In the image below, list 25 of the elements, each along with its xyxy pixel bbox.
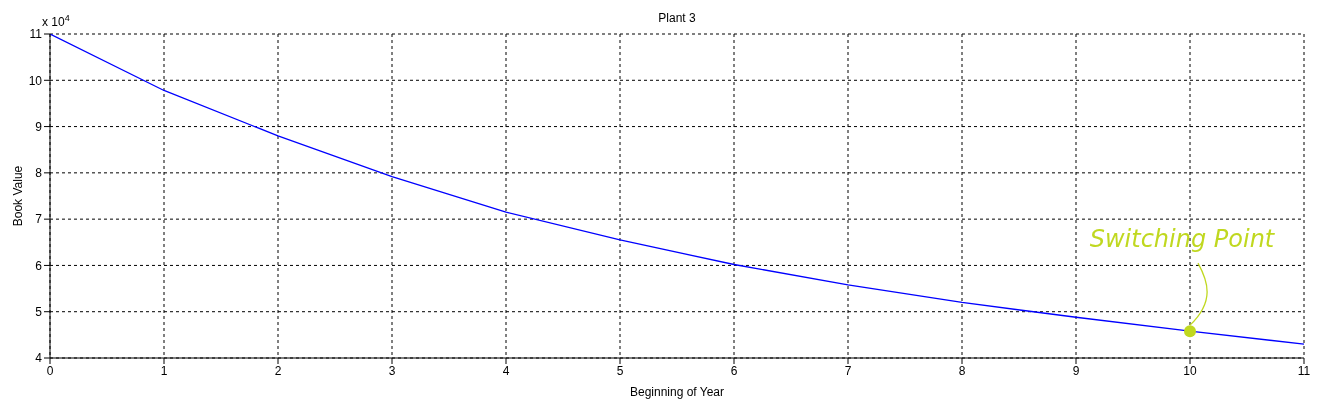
y-tick-label: 4 (35, 351, 43, 366)
y-tick-label: 11 (29, 27, 43, 42)
x-tick-label: 11 (1297, 363, 1311, 378)
x-tick-label: 2 (274, 363, 282, 378)
x-tick-label: 1 (160, 363, 168, 378)
x-tick-label: 8 (958, 363, 966, 378)
x-tick-label: 7 (844, 363, 852, 378)
x-tick-label: 4 (502, 363, 510, 378)
annotation: Switching Point (1089, 225, 1276, 254)
x-axis-title: Beginning of Year (629, 385, 725, 399)
x-tick-label: 9 (1072, 363, 1080, 378)
x-tick-label: 10 (1183, 363, 1197, 378)
y-tick-label: 6 (35, 258, 43, 273)
y-tick-label: 9 (35, 119, 43, 134)
text: x 10$^{4}$ (42, 13, 70, 29)
y-tick-label: 7 (35, 212, 43, 227)
x-tick-label: 6 (730, 363, 738, 378)
x-tick-label: 3 (388, 363, 396, 378)
y-axis-title: Book Value (11, 165, 26, 227)
y-tick-label: 5 (35, 304, 43, 319)
x-tick-label: 5 (616, 363, 624, 378)
y-tick-label: 8 (35, 166, 43, 181)
chart-title: Plant 3 (658, 11, 697, 25)
x-tick-label: 0 (46, 363, 54, 378)
y-tick-label: 10 (28, 73, 43, 88)
